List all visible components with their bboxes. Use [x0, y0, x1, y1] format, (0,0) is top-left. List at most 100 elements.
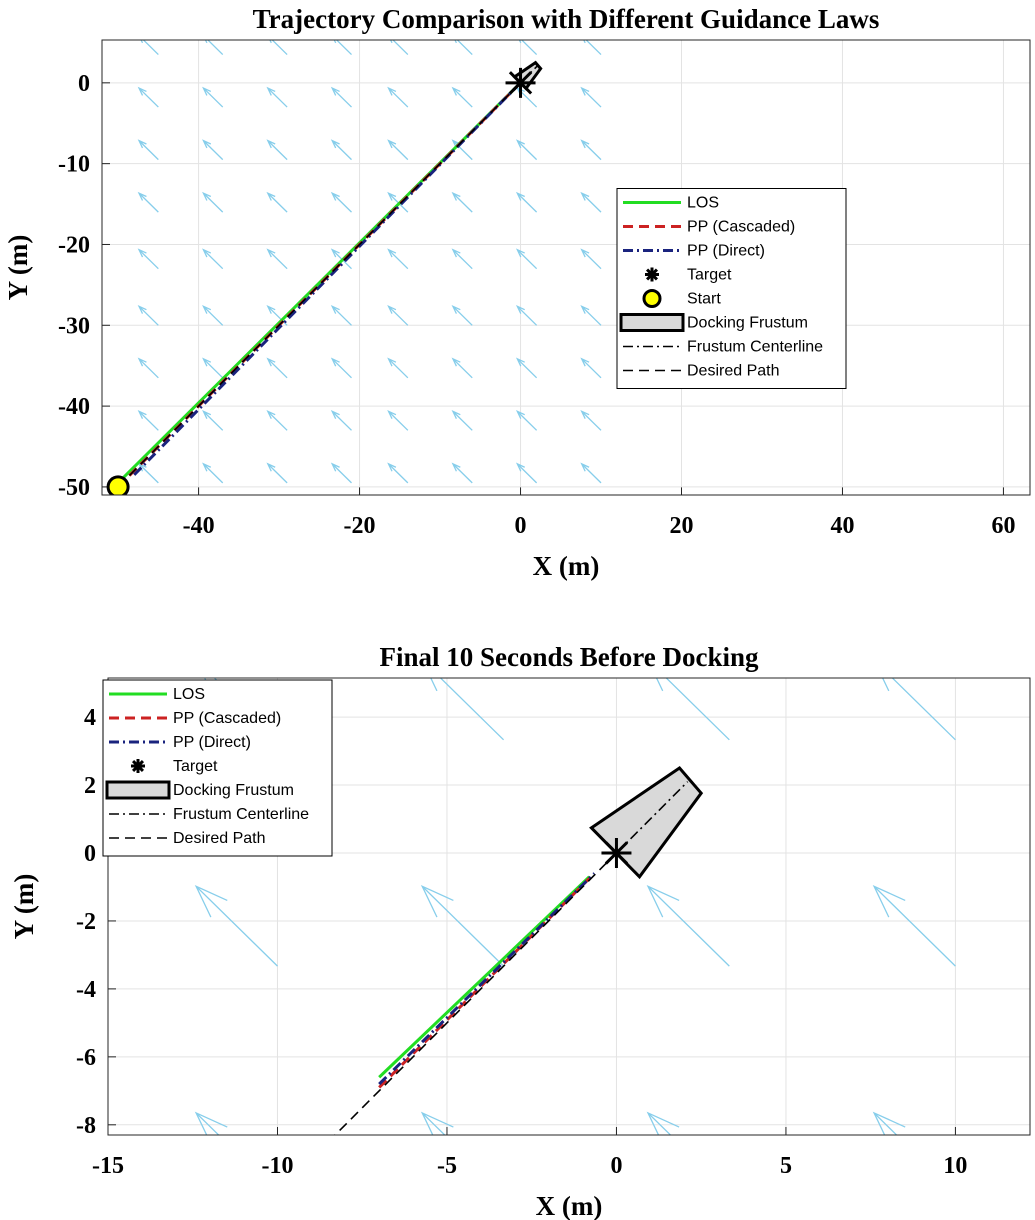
- current-arrow: [137, 304, 159, 326]
- y-tick-label: -2: [76, 909, 96, 935]
- axes-frame: [101, 39, 1031, 496]
- legend-label: LOS: [687, 195, 719, 212]
- legend-label: Target: [173, 758, 218, 775]
- legend-label: Docking Frustum: [687, 315, 808, 332]
- x-tick-label: 20: [669, 513, 693, 539]
- legend-swatch: [645, 267, 659, 282]
- current-arrow: [515, 139, 538, 161]
- current-arrow: [580, 410, 602, 431]
- start-marker: [106, 475, 130, 495]
- chart-title: Trajectory Comparison with Different Gui…: [253, 4, 880, 34]
- current-arrow: [137, 357, 159, 379]
- current-arrow: [387, 248, 409, 270]
- x-tick-label: 0: [515, 513, 527, 539]
- current-arrow: [515, 248, 538, 270]
- series-line: [378, 875, 591, 1079]
- current-arrow: [420, 884, 505, 967]
- x-tick-label: -15: [92, 1153, 124, 1179]
- current-arrow: [451, 248, 473, 270]
- legend-label: Frustum Centerline: [173, 806, 309, 823]
- current-arrow: [202, 191, 224, 213]
- current-arrow: [330, 357, 352, 379]
- y-tick-label: -4: [76, 977, 96, 1003]
- legend-label: Target: [687, 267, 732, 284]
- legend-label: Start: [687, 291, 721, 308]
- current-arrow: [451, 191, 473, 213]
- plot-content: [194, 678, 956, 1135]
- y-tick-label: 0: [78, 71, 90, 97]
- current-arrow: [580, 86, 602, 108]
- current-arrow: [266, 357, 288, 379]
- current-arrow: [330, 86, 352, 108]
- current-arrow: [387, 86, 409, 108]
- current-arrow: [330, 191, 352, 213]
- legend-box: [616, 188, 847, 389]
- x-tick-label: 60: [991, 513, 1015, 539]
- current-arrow: [202, 304, 224, 326]
- current-arrow: [881, 678, 956, 741]
- legend-label: Frustum Centerline: [687, 339, 823, 356]
- current-arrow: [580, 248, 602, 270]
- x-tick-label: -5: [437, 1153, 457, 1179]
- x-tick-label: -20: [344, 513, 376, 539]
- current-arrow: [202, 139, 224, 161]
- current-arrow: [387, 462, 409, 484]
- target-marker: [601, 837, 632, 868]
- series-line: [333, 852, 618, 1135]
- legend: LOS PP (Cascaded) PP (Direct) Target Docking…: [102, 679, 333, 857]
- axes-frame: [107, 677, 1031, 1136]
- target-marker: [505, 67, 536, 98]
- x-tick-label: 40: [830, 513, 854, 539]
- legend-swatch: [105, 780, 171, 800]
- current-arrow: [872, 884, 956, 967]
- axes: -40 -20 0 20 40 60 -50 -40 -30 -20 -10 0 Trajectory …: [3, 4, 1031, 581]
- current-arrow: [451, 462, 473, 484]
- legend-swatch: [642, 289, 662, 308]
- current-arrow: [266, 86, 288, 108]
- x-tick-label: 10: [943, 1153, 967, 1179]
- legend-label: LOS: [173, 686, 205, 703]
- current-arrow: [580, 357, 602, 379]
- x-tick-label: -40: [183, 513, 215, 539]
- y-tick-label: 2: [84, 773, 96, 799]
- legend: LOS PP (Cascaded) PP (Direct) Target Start Do…: [616, 188, 847, 389]
- current-arrow: [202, 410, 224, 431]
- current-arrow: [330, 462, 352, 484]
- y-tick-label: -50: [58, 475, 90, 501]
- y-tick-label: -40: [58, 394, 90, 420]
- current-arrow: [266, 410, 288, 431]
- current-arrow: [515, 191, 538, 213]
- current-arrow: [194, 884, 278, 967]
- current-arrow: [387, 410, 409, 431]
- current-arrow: [515, 462, 538, 484]
- y-tick-label: -20: [58, 232, 90, 258]
- current-arrow: [137, 248, 159, 270]
- plot-content: [106, 40, 602, 495]
- legend-label: PP (Cascaded): [173, 710, 281, 727]
- current-arrow: [266, 248, 288, 270]
- y-tick-label: -10: [58, 152, 90, 178]
- plot-area: [102, 40, 1030, 495]
- current-arrow: [451, 304, 473, 326]
- current-arrow: [137, 410, 159, 431]
- x-tick-label: 5: [780, 1153, 792, 1179]
- current-arrow: [451, 410, 473, 431]
- current-arrow: [202, 462, 224, 484]
- current-arrow: [387, 357, 409, 379]
- current-arrow: [202, 248, 224, 270]
- series-line: [615, 781, 689, 854]
- legend-label: PP (Direct): [687, 243, 765, 260]
- current-arrow: [266, 139, 288, 161]
- current-arrow: [137, 139, 159, 161]
- current-arrow: [580, 139, 602, 161]
- legend-swatch: [131, 759, 145, 773]
- x-axis-label: X (m): [536, 1191, 603, 1220]
- current-arrow: [420, 1111, 454, 1135]
- current-arrow: [202, 86, 224, 108]
- y-tick-label: -30: [58, 313, 90, 339]
- legend-label: PP (Direct): [173, 734, 251, 751]
- current-arrow: [387, 304, 409, 326]
- y-tick-label: -6: [76, 1045, 96, 1071]
- y-tick-label: -8: [76, 1113, 96, 1139]
- current-arrow: [646, 1111, 680, 1135]
